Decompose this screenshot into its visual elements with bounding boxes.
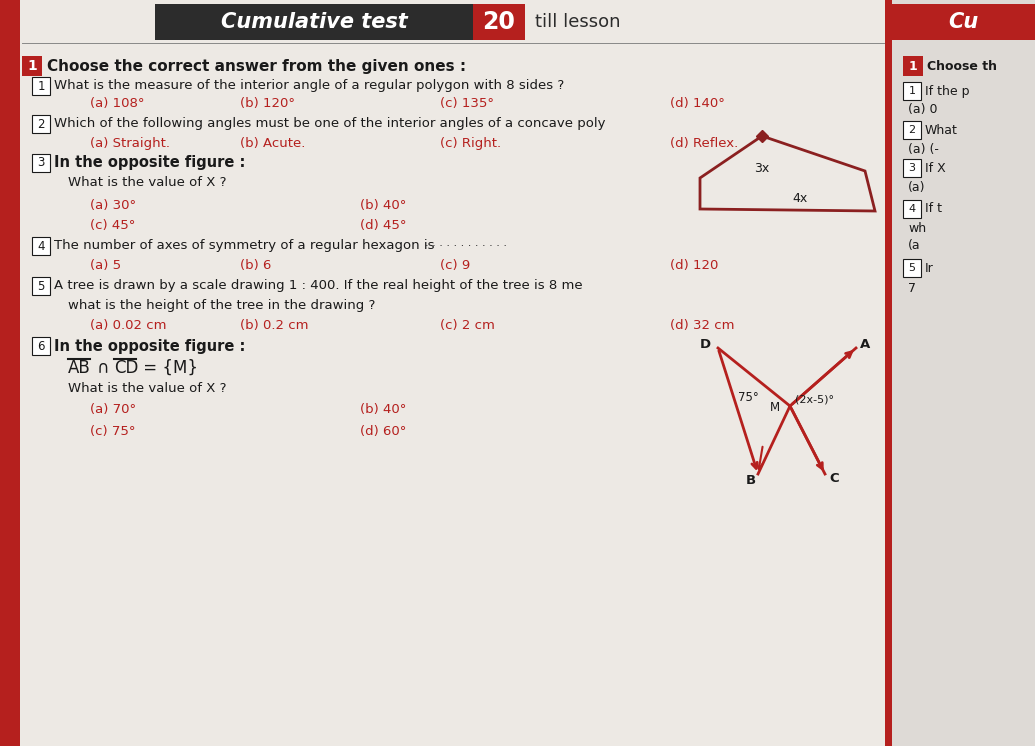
Text: (a) 0.02 cm: (a) 0.02 cm [90, 319, 167, 331]
Bar [892, 0, 1035, 746]
Bar [32, 154, 50, 172]
Text: 6: 6 [37, 339, 45, 353]
Text: (c) 135°: (c) 135° [440, 98, 494, 110]
Bar [22, 56, 42, 76]
Bar [892, 4, 1035, 40]
Text: Choose the correct answer from the given ones :: Choose the correct answer from the given… [47, 58, 466, 74]
Text: D: D [700, 338, 711, 351]
Text: 4: 4 [909, 204, 916, 214]
Text: (c) 75°: (c) 75° [90, 424, 136, 437]
Text: = {M}: = {M} [138, 359, 198, 377]
Text: What is the measure of the interior angle of a regular polygon with 8 sides ?: What is the measure of the interior angl… [54, 80, 564, 93]
Text: 1: 1 [909, 86, 916, 96]
Text: 75°: 75° [738, 391, 759, 404]
Bar [32, 237, 50, 255]
Text: (c) 9: (c) 9 [440, 259, 470, 272]
Text: 1: 1 [37, 80, 45, 93]
Text: A: A [860, 338, 870, 351]
Bar [903, 259, 921, 277]
Text: (c) 2 cm: (c) 2 cm [440, 319, 495, 331]
Text: (d) 45°: (d) 45° [360, 219, 407, 231]
Text: (c) Right.: (c) Right. [440, 137, 501, 149]
Text: (a) 0: (a) 0 [908, 102, 938, 116]
Text: Cumulative test: Cumulative test [220, 12, 408, 32]
Text: 20: 20 [482, 10, 515, 34]
Text: Ir: Ir [925, 262, 934, 275]
Text: M: M [770, 401, 780, 414]
Text: 5: 5 [37, 280, 45, 292]
Bar [155, 4, 473, 40]
Text: (b) 0.2 cm: (b) 0.2 cm [240, 319, 308, 331]
Bar [903, 82, 921, 100]
Text: Which of the following angles must be one of the interior angles of a concave po: Which of the following angles must be on… [54, 118, 605, 131]
Text: (b) 6: (b) 6 [240, 259, 271, 272]
Text: In the opposite figure :: In the opposite figure : [54, 339, 245, 354]
Bar [32, 337, 50, 355]
Text: ∩: ∩ [92, 359, 115, 377]
Text: wh: wh [908, 222, 926, 234]
Text: (d) 32 cm: (d) 32 cm [670, 319, 735, 331]
Text: (d) 140°: (d) 140° [670, 98, 724, 110]
Bar [473, 4, 525, 40]
Text: 1: 1 [27, 59, 37, 73]
Text: 4x: 4x [793, 192, 807, 204]
Bar [32, 77, 50, 95]
Text: (a) (-: (a) (- [908, 142, 939, 155]
Text: 5: 5 [909, 263, 916, 273]
Text: 3: 3 [909, 163, 916, 173]
Text: (b) 120°: (b) 120° [240, 98, 295, 110]
Bar [32, 115, 50, 133]
Bar [903, 121, 921, 139]
Text: 3x: 3x [755, 161, 770, 175]
Text: (d) 120: (d) 120 [670, 259, 718, 272]
Text: If X: If X [925, 161, 946, 175]
Text: · · · · · · · · · · · ·: · · · · · · · · · · · · [425, 241, 507, 251]
Text: If the p: If the p [925, 84, 970, 98]
Text: (a) 30°: (a) 30° [90, 198, 137, 212]
Text: Cu: Cu [948, 12, 978, 32]
Text: 2: 2 [37, 118, 45, 131]
Text: (b) 40°: (b) 40° [360, 403, 407, 416]
Text: (a) Straight.: (a) Straight. [90, 137, 170, 149]
Bar [903, 56, 923, 76]
Text: A tree is drawn by a scale drawing 1 : 400. If the real height of the tree is 8 : A tree is drawn by a scale drawing 1 : 4… [54, 280, 583, 292]
Text: 4: 4 [37, 239, 45, 252]
Text: C: C [829, 472, 838, 485]
Text: AB: AB [68, 359, 91, 377]
Text: (a) 5: (a) 5 [90, 259, 121, 272]
Text: (a: (a [908, 239, 920, 252]
Text: (c) 45°: (c) 45° [90, 219, 136, 231]
Bar [32, 277, 50, 295]
Text: (b) 40°: (b) 40° [360, 198, 407, 212]
Bar [885, 0, 892, 746]
Text: 2: 2 [909, 125, 916, 135]
Text: (a) 70°: (a) 70° [90, 403, 137, 416]
Bar [903, 159, 921, 177]
Text: B: B [746, 474, 757, 487]
Bar [903, 200, 921, 218]
Text: (d) Reflex.: (d) Reflex. [670, 137, 738, 149]
Text: In the opposite figure :: In the opposite figure : [54, 155, 245, 171]
Text: If t: If t [925, 202, 942, 216]
Text: The number of axes of symmetry of a regular hexagon is: The number of axes of symmetry of a regu… [54, 239, 439, 252]
Text: What is the value of X ?: What is the value of X ? [68, 381, 227, 395]
Text: (d) 60°: (d) 60° [360, 424, 407, 437]
Text: 1: 1 [909, 60, 917, 72]
Text: (a) 108°: (a) 108° [90, 98, 145, 110]
Text: Choose th: Choose th [927, 60, 997, 72]
Text: (2x-5)°: (2x-5)° [795, 395, 834, 405]
Bar [0, 0, 20, 746]
Text: What is the value of X ?: What is the value of X ? [68, 177, 227, 189]
Text: (b) Acute.: (b) Acute. [240, 137, 305, 149]
Text: CD: CD [114, 359, 139, 377]
Text: What: What [925, 124, 957, 137]
Text: what is the height of the tree in the drawing ?: what is the height of the tree in the dr… [68, 298, 376, 312]
Text: (a): (a) [908, 181, 925, 195]
Text: till lesson: till lesson [535, 13, 621, 31]
Text: 3: 3 [37, 157, 45, 169]
Text: 7: 7 [908, 281, 916, 295]
